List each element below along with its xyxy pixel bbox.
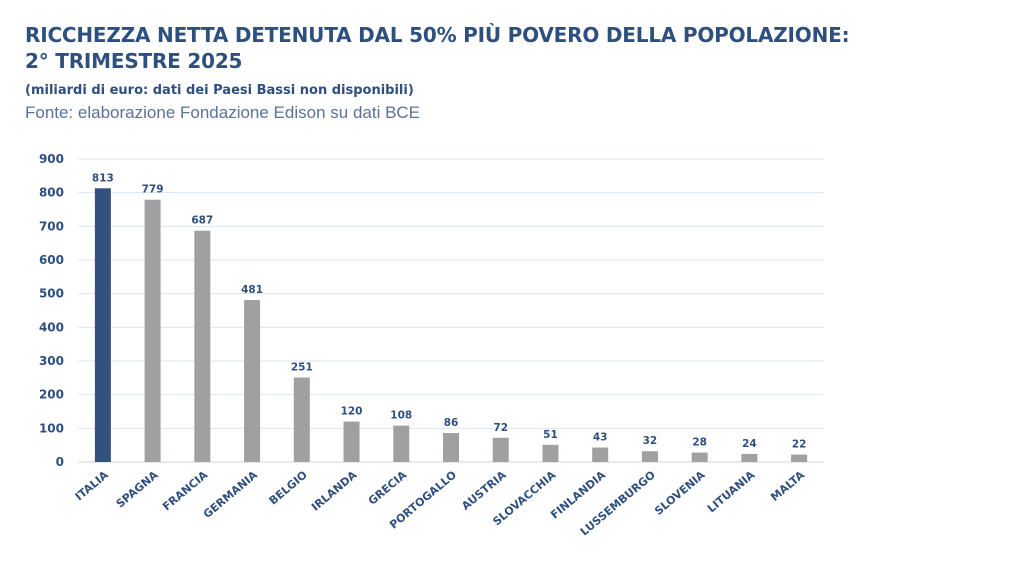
- data-label-lituania: 24: [742, 438, 757, 450]
- chart-title: RICCHEZZA NETTA DETENUTA DAL 50% PIÙ POV…: [25, 22, 850, 74]
- data-label-grecia: 108: [390, 410, 412, 422]
- y-tick-label: 800: [39, 186, 64, 200]
- data-label-belgio: 251: [291, 361, 313, 373]
- bars: [94, 188, 808, 463]
- bar-slovenia: [691, 452, 708, 462]
- x-tick-label: ITALIA: [73, 468, 112, 503]
- y-tick-label: 900: [39, 152, 64, 166]
- y-tick-label: 700: [39, 219, 64, 233]
- bar-grecia: [393, 425, 410, 462]
- bar-malta: [791, 454, 808, 462]
- data-label-slovenia: 28: [692, 437, 707, 449]
- y-tick-label: 600: [39, 253, 64, 267]
- x-tick-label: BELGIO: [267, 468, 310, 507]
- y-tick-label: 400: [39, 320, 64, 334]
- chart-subtitle: (miliardi di euro: dati dei Paesi Bassi …: [25, 83, 414, 98]
- x-tick-label: MALTA: [768, 468, 807, 504]
- data-label-irlanda: 120: [341, 406, 363, 418]
- bar-lituania: [741, 453, 758, 462]
- x-tick-label: SLOVENIA: [652, 468, 708, 518]
- data-labels: 813 779 687 481 251 120 108 86 72 51 43 32 28 24 22: [92, 172, 807, 450]
- chart-title-line-2: 2° TRIMESTRE 2025: [25, 49, 243, 73]
- y-tick-label: 100: [39, 421, 64, 435]
- bar-francia: [194, 230, 211, 462]
- data-label-germania: 481: [241, 284, 263, 296]
- data-label-slovacchia: 51: [543, 429, 558, 441]
- y-tick-label: 500: [39, 287, 64, 301]
- x-tick-label: FRANCIA: [160, 468, 210, 513]
- y-tick-label: 0: [56, 455, 64, 469]
- x-tick-label: IRLANDA: [309, 468, 360, 514]
- data-label-malta: 22: [792, 439, 807, 451]
- x-tick-label: GRECIA: [366, 468, 410, 508]
- bar-finlandia: [592, 447, 609, 462]
- data-label-austria: 72: [493, 422, 508, 434]
- data-label-finlandia: 43: [593, 432, 608, 444]
- bar-italia: [94, 188, 111, 463]
- data-label-lussemburgo: 32: [643, 435, 658, 447]
- x-tick-label: GERMANIA: [201, 468, 261, 521]
- bar-belgio: [293, 377, 310, 462]
- chart-source: Fonte: elaborazione Fondazione Edison su…: [25, 103, 421, 122]
- bar-lussemburgo: [641, 451, 658, 462]
- bar-slovacchia: [542, 444, 559, 462]
- x-tick-label: SPAGNA: [114, 468, 161, 511]
- data-label-portogallo: 86: [444, 417, 459, 429]
- bar-germania: [244, 300, 261, 462]
- x-tick-label: LITUANIA: [705, 468, 758, 515]
- bar-irlanda: [343, 421, 360, 462]
- bar-portogallo: [443, 433, 459, 462]
- data-label-francia: 687: [191, 215, 213, 227]
- data-label-italia: 813: [92, 172, 114, 184]
- bar-austria: [492, 437, 509, 462]
- y-tick-label: 300: [39, 354, 64, 368]
- data-label-spagna: 779: [142, 184, 164, 196]
- y-tick-label: 200: [39, 388, 64, 402]
- chart-title-line-1: RICCHEZZA NETTA DETENUTA DAL 50% PIÙ POV…: [25, 23, 850, 47]
- y-axis-ticks: 0 100 200 300 400 500 600 700 800 900: [39, 152, 64, 469]
- bar-spagna: [144, 199, 161, 462]
- x-tick-label: AUSTRIA: [459, 468, 509, 513]
